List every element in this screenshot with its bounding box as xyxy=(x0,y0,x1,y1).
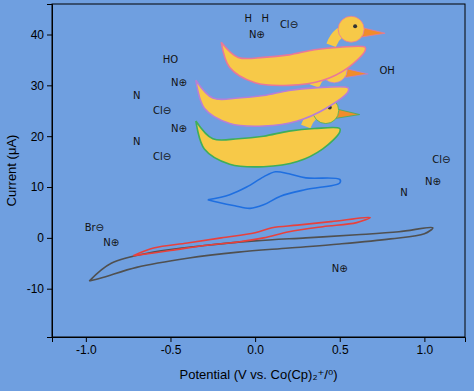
x-tick-label: 1.0 xyxy=(417,343,434,357)
y-axis: -10 0 10 20 30 40 xyxy=(27,5,53,338)
series xyxy=(133,217,370,255)
x-tick: 0.5 xyxy=(332,337,349,357)
cv-trace xyxy=(208,172,341,209)
annotation: N⊕ xyxy=(425,176,441,187)
annotation: N xyxy=(400,187,407,198)
x-tick: -1.0 xyxy=(76,337,97,357)
x-axis-title: Potential (V vs. Co(Cp)₂⁺/⁰) xyxy=(180,367,338,382)
annotation: Cl⊖ xyxy=(153,151,171,162)
y-tick-mark xyxy=(47,136,52,137)
duck-eye xyxy=(353,24,357,28)
x-tick-mark xyxy=(86,337,87,342)
y-tick-label: 40 xyxy=(31,28,45,42)
y-tick-label: 10 xyxy=(31,180,45,194)
annotation: Br⊖ xyxy=(85,222,104,233)
y-tick-mark xyxy=(47,238,52,239)
annotation: N⊕ xyxy=(249,29,265,40)
y-tick: 10 xyxy=(31,180,52,194)
annotation: N⊕ xyxy=(103,237,119,248)
y-tick-label: 20 xyxy=(31,130,45,144)
cv-trace xyxy=(196,121,340,167)
annotation: N⊕ xyxy=(171,123,187,134)
annotations: HHN⊕HOOHCl⊖N⊕NCl⊖N⊕NCl⊖NN⊕Cl⊖N⊕Br⊖N⊕ xyxy=(85,13,451,274)
annotation: Cl⊖ xyxy=(153,105,171,116)
x-tick-mark xyxy=(170,337,171,342)
y-axis-title: Current (μA) xyxy=(4,135,19,207)
plot-frame xyxy=(52,4,465,337)
annotation: H xyxy=(262,13,270,24)
duck-body xyxy=(196,121,340,167)
cv-trace xyxy=(221,42,365,85)
y-tick-label: -10 xyxy=(27,282,45,296)
x-tick: 1.0 xyxy=(417,337,434,357)
annotation: N⊕ xyxy=(332,263,348,274)
annotation: H xyxy=(245,13,253,24)
annotation: Cl⊖ xyxy=(280,19,298,30)
chart: -1.0 -0.5 0.0 0.5 1.0 -10 0 10 20 30 40 Potential (… xyxy=(0,0,474,391)
x-tick: -0.5 xyxy=(161,337,182,357)
plot-area xyxy=(89,16,433,281)
annotation: HO xyxy=(163,54,179,65)
series xyxy=(208,172,341,209)
y-tick-mark xyxy=(47,289,52,290)
cv-trace xyxy=(196,80,349,126)
y-tick-mark xyxy=(47,85,52,86)
x-tick-mark xyxy=(255,337,256,342)
duck-body xyxy=(196,80,349,126)
y-tick-mark xyxy=(47,35,52,36)
x-tick-label: -0.5 xyxy=(161,343,182,357)
x-axis: -1.0 -0.5 0.0 0.5 1.0 xyxy=(53,337,466,357)
x-tick-label: -1.0 xyxy=(76,343,97,357)
annotation: N xyxy=(133,90,140,101)
x-tick-mark xyxy=(424,337,425,342)
cv-trace xyxy=(133,217,370,255)
x-tick-label: 0.5 xyxy=(332,343,349,357)
annotation: N⊕ xyxy=(171,77,187,88)
y-tick: -10 xyxy=(27,282,52,296)
annotation: N xyxy=(133,136,140,147)
x-axis-line xyxy=(53,338,466,343)
y-tick: 0 xyxy=(37,231,52,245)
x-tick: 0.0 xyxy=(247,337,264,357)
annotation: OH xyxy=(379,65,394,76)
series xyxy=(221,16,385,85)
duck-body xyxy=(221,42,365,85)
y-tick: 30 xyxy=(31,79,52,93)
duck-head xyxy=(338,16,364,42)
y-axis-line xyxy=(47,5,53,338)
y-tick: 20 xyxy=(31,130,52,144)
background xyxy=(0,0,474,391)
y-tick-mark xyxy=(47,187,52,188)
y-tick-label: 0 xyxy=(37,231,44,245)
annotation: Cl⊖ xyxy=(432,154,450,165)
y-tick-label: 30 xyxy=(31,79,45,93)
x-tick-mark xyxy=(340,337,341,342)
y-tick: 40 xyxy=(31,28,52,42)
x-tick-label: 0.0 xyxy=(247,343,264,357)
